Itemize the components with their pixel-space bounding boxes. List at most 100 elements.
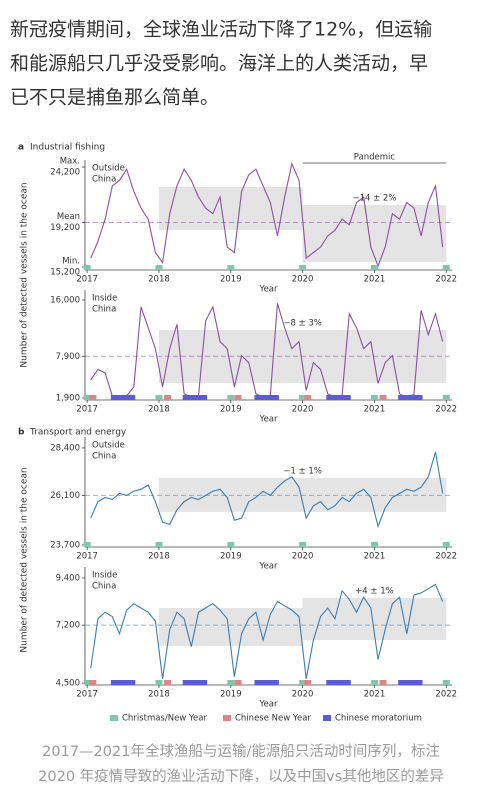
panel-title: Transport and energy — [29, 428, 127, 438]
x-tick-label: 2019 — [220, 275, 242, 285]
legend-swatch — [223, 715, 231, 721]
y-tick-label: 4,500 — [56, 679, 80, 689]
y-tick-name: Mean — [57, 212, 80, 222]
moratorium-marker — [182, 395, 208, 400]
christmas-marker — [227, 265, 235, 270]
y-tick-name: Min. — [62, 257, 80, 267]
christmas-marker — [83, 265, 91, 270]
x-tick-label: 2019 — [220, 690, 242, 700]
post-text: 已不只是捕鱼那么简单。 — [10, 87, 219, 109]
christmas-marker — [370, 395, 378, 400]
pandemic-label: Pandemic — [354, 153, 396, 163]
x-axis-title: Year — [259, 415, 279, 425]
legend-swatch — [323, 715, 331, 721]
x-tick-label: 2017 — [76, 552, 98, 562]
annotation: −14 ± 2% — [352, 194, 396, 204]
x-tick-label: 2018 — [148, 552, 170, 562]
christmas-marker — [299, 542, 307, 547]
region-label: China — [92, 582, 116, 592]
annotation: −8 ± 3% — [283, 318, 322, 328]
christmas-marker — [83, 542, 91, 547]
region-label: Outside — [92, 164, 125, 174]
x-tick-label: 2022 — [435, 690, 457, 700]
post-text: 和能源船只几乎没受影响。海洋上的人类活动，早 — [10, 53, 428, 75]
cny-marker — [164, 680, 172, 685]
x-tick-label: 2020 — [292, 690, 314, 700]
x-tick-label: 2022 — [435, 405, 457, 415]
range-band — [302, 205, 447, 263]
region-label: China — [92, 452, 116, 462]
y-tick-name: Max. — [60, 157, 80, 167]
region-label: Inside — [92, 294, 117, 304]
moratorium-marker — [182, 680, 208, 685]
y-tick-label: 1,900 — [56, 393, 80, 403]
cny-marker — [379, 680, 387, 685]
x-tick-label: 2022 — [435, 275, 457, 285]
post-text: 新冠疫情期间，全球渔业活动下降了12%，但运输 — [10, 19, 432, 41]
christmas-marker — [155, 395, 163, 400]
panel-label: a — [18, 143, 24, 153]
x-axis-title: Year — [259, 562, 279, 572]
christmas-marker — [442, 680, 450, 685]
moratorium-marker — [110, 395, 136, 400]
christmas-marker — [442, 542, 450, 547]
x-tick-label: 2018 — [148, 405, 170, 415]
x-axis-title: Year — [259, 700, 279, 710]
legend-label: Chinese New Year — [235, 714, 311, 724]
x-tick-label: 2020 — [292, 405, 314, 415]
legend-label: Christmas/New Year — [122, 714, 207, 724]
region-label: China — [92, 305, 116, 315]
christmas-marker — [299, 265, 307, 270]
moratorium-marker — [398, 395, 423, 400]
y-tick-label: 28,400 — [50, 443, 80, 453]
christmas-marker — [155, 542, 163, 547]
cny-marker — [304, 680, 312, 685]
annotation: −1 ± 1% — [283, 466, 322, 476]
moratorium-marker — [254, 680, 279, 685]
panel-title: Industrial fishing — [30, 143, 105, 153]
y-tick-label: 7,200 — [56, 621, 80, 631]
legend-swatch — [110, 715, 118, 721]
christmas-marker — [370, 542, 378, 547]
moratorium-marker — [326, 395, 351, 400]
y-tick-label: 9,400 — [56, 573, 80, 583]
x-tick-label: 2020 — [292, 552, 314, 562]
cny-marker — [89, 395, 97, 400]
christmas-marker — [442, 265, 450, 270]
region-label: Inside — [92, 571, 117, 581]
christmas-marker — [370, 680, 378, 685]
x-tick-label: 2017 — [76, 275, 98, 285]
cny-marker — [89, 680, 97, 685]
christmas-marker — [227, 680, 235, 685]
moratorium-marker — [398, 680, 423, 685]
y-tick-label: 19,200 — [50, 223, 80, 233]
y-tick-label: 7,900 — [56, 352, 80, 362]
christmas-marker — [370, 265, 378, 270]
christmas-marker — [155, 265, 163, 270]
christmas-marker — [442, 395, 450, 400]
x-tick-label: 2020 — [292, 275, 314, 285]
data-line — [90, 583, 444, 679]
christmas-marker — [299, 395, 307, 400]
y-tick-label: 24,200 — [50, 168, 80, 178]
y-tick-label: 26,100 — [50, 491, 80, 501]
christmas-marker — [83, 395, 91, 400]
y-axis-title: Number of detected vessels in the ocean — [20, 467, 30, 652]
caption: 2017—2021年全球渔船与运输/能源船只活动时间序列，标注 — [42, 742, 440, 760]
x-tick-label: 2019 — [220, 405, 242, 415]
christmas-marker — [299, 680, 307, 685]
x-tick-label: 2022 — [435, 552, 457, 562]
cny-marker — [379, 395, 387, 400]
range-band — [158, 607, 303, 646]
cny-marker — [304, 395, 312, 400]
panel-label: b — [18, 428, 25, 438]
y-axis-title: Number of detected vessels in the ocean — [20, 182, 30, 367]
caption: 2020 年疫情导致的渔业活动下降，以及中国vs其他地区的差异 — [38, 768, 444, 785]
x-axis-title: Year — [259, 285, 279, 295]
moratorium-marker — [326, 680, 351, 685]
moratorium-marker — [110, 680, 136, 685]
data-line — [90, 161, 444, 268]
legend-label: Chinese moratorium — [335, 714, 422, 724]
x-tick-label: 2017 — [76, 405, 98, 415]
